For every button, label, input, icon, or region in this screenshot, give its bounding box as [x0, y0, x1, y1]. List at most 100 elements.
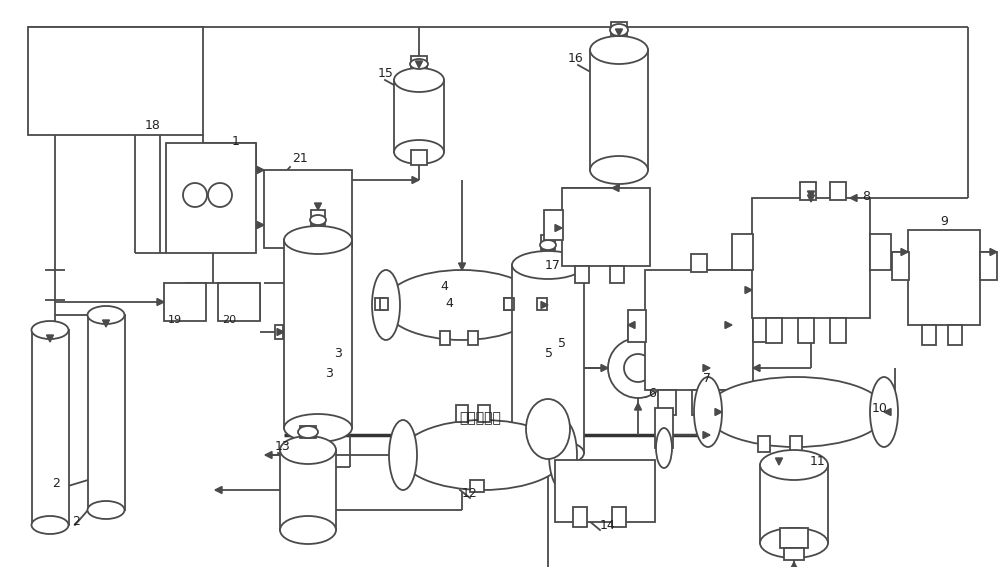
Polygon shape	[277, 328, 284, 336]
Bar	[830, 318, 846, 343]
Polygon shape	[412, 176, 419, 184]
Polygon shape	[257, 167, 264, 174]
Ellipse shape	[870, 377, 898, 447]
Bar	[760, 465, 828, 543]
Bar	[470, 480, 484, 492]
Ellipse shape	[410, 59, 428, 69]
Polygon shape	[808, 191, 814, 198]
Polygon shape	[458, 263, 466, 270]
Text: 13: 13	[275, 440, 291, 453]
Bar	[980, 252, 997, 280]
Polygon shape	[416, 61, 422, 68]
Bar	[948, 325, 962, 345]
Text: 18: 18	[145, 119, 161, 132]
Ellipse shape	[394, 140, 444, 164]
Ellipse shape	[656, 428, 672, 468]
Bar	[280, 450, 336, 530]
Bar	[752, 198, 870, 318]
Text: 15: 15	[378, 67, 394, 80]
Polygon shape	[265, 451, 272, 459]
Ellipse shape	[389, 420, 417, 490]
Ellipse shape	[590, 156, 648, 184]
Ellipse shape	[526, 399, 570, 459]
Polygon shape	[808, 195, 814, 202]
Polygon shape	[884, 408, 891, 416]
Bar	[394, 80, 444, 152]
Bar	[411, 150, 427, 165]
Polygon shape	[103, 320, 110, 327]
Circle shape	[608, 338, 668, 398]
Text: 6: 6	[648, 387, 656, 400]
Ellipse shape	[549, 420, 577, 490]
Ellipse shape	[401, 420, 565, 490]
Polygon shape	[612, 184, 619, 192]
Bar	[610, 266, 624, 283]
Bar	[555, 460, 655, 522]
Bar	[784, 548, 804, 560]
Text: 4: 4	[445, 297, 453, 310]
Text: 16: 16	[568, 52, 584, 65]
Ellipse shape	[512, 439, 584, 467]
Bar	[411, 56, 427, 68]
Ellipse shape	[590, 36, 648, 64]
Ellipse shape	[524, 270, 552, 340]
Ellipse shape	[284, 414, 352, 442]
Ellipse shape	[760, 528, 828, 558]
Bar	[164, 283, 206, 321]
Polygon shape	[601, 365, 608, 371]
Bar	[575, 266, 589, 283]
Bar	[562, 188, 650, 266]
Circle shape	[624, 354, 652, 382]
Bar	[166, 143, 256, 253]
Polygon shape	[541, 302, 548, 308]
Text: 21: 21	[292, 152, 308, 165]
Bar	[908, 230, 980, 325]
Text: 7: 7	[703, 372, 711, 385]
Polygon shape	[901, 248, 908, 256]
Bar	[512, 265, 584, 453]
Ellipse shape	[32, 516, 68, 534]
Polygon shape	[715, 408, 722, 416]
Ellipse shape	[610, 24, 628, 36]
Bar	[440, 331, 450, 345]
Bar	[753, 310, 771, 342]
Bar	[870, 234, 891, 270]
Ellipse shape	[384, 270, 540, 340]
Bar	[732, 234, 753, 270]
Bar	[922, 325, 936, 345]
Polygon shape	[46, 335, 54, 342]
Bar	[478, 405, 490, 422]
Ellipse shape	[88, 306, 124, 324]
Polygon shape	[215, 486, 222, 493]
Polygon shape	[990, 248, 997, 256]
Polygon shape	[745, 286, 752, 294]
Ellipse shape	[32, 321, 68, 339]
Text: 12: 12	[462, 487, 478, 500]
Bar	[830, 182, 846, 200]
Circle shape	[208, 183, 232, 207]
Bar	[537, 298, 547, 310]
Polygon shape	[850, 194, 857, 201]
Bar	[780, 528, 808, 548]
Bar	[264, 170, 352, 248]
Bar	[611, 22, 627, 36]
Text: 8: 8	[862, 190, 870, 203]
Text: 14: 14	[600, 519, 616, 532]
Polygon shape	[616, 29, 622, 36]
Circle shape	[183, 183, 207, 207]
Text: 10: 10	[872, 402, 888, 415]
Polygon shape	[703, 365, 710, 371]
Ellipse shape	[88, 501, 124, 519]
Bar	[300, 426, 316, 438]
Polygon shape	[703, 431, 710, 438]
Ellipse shape	[284, 226, 352, 254]
Bar	[628, 310, 646, 342]
Bar	[456, 405, 468, 422]
Text: 1: 1	[232, 135, 240, 148]
Bar	[311, 210, 325, 225]
Polygon shape	[157, 298, 164, 306]
Bar	[32, 330, 69, 525]
Ellipse shape	[706, 377, 886, 447]
Ellipse shape	[280, 516, 336, 544]
Bar	[766, 318, 782, 343]
